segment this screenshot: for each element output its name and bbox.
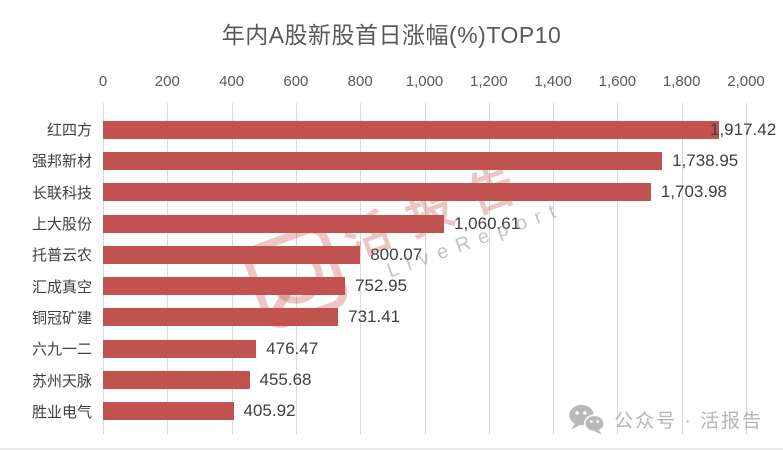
category-label: 长联科技: [31, 184, 92, 202]
x-tick-label: 0: [98, 73, 108, 90]
x-tick-label: 800: [347, 73, 373, 90]
bar-row: 上大股份 1,060.61: [0, 208, 783, 239]
value-label: 1,060.61: [453, 213, 521, 233]
value-label: 1,738.95: [672, 150, 739, 170]
category-label: 红四方: [46, 122, 92, 140]
bar-track: 800.07: [103, 239, 746, 270]
bar: [103, 277, 346, 296]
bar-row: 六九一二 476.47: [0, 333, 783, 364]
bar-track: 1,703.98: [103, 177, 746, 208]
bar-row: 铜冠矿建 731.41: [0, 302, 783, 333]
plot-area: 红四方 1,917.42 强邦新材 1,738.95 长联科技 1,703.98 上大股份 1…: [0, 103, 783, 434]
gridline: [295, 103, 297, 434]
bar: [103, 120, 720, 139]
value-label: 455.68: [259, 370, 312, 390]
bar-row: 红四方 1,917.42: [0, 114, 783, 145]
gridline: [360, 103, 362, 434]
bar-row: 强邦新材 1,738.95: [0, 145, 783, 176]
bar-track: 1,738.95: [103, 145, 746, 176]
category-label: 上大股份: [31, 216, 92, 234]
grid-layer: [103, 103, 747, 434]
bar: [103, 308, 339, 327]
bar-track: 405.92: [103, 396, 746, 427]
category-label: 汇成真空: [31, 278, 92, 296]
bar-track: 1,060.61: [103, 208, 746, 239]
x-tick-label: 1,000: [405, 73, 444, 90]
gridline: [488, 103, 490, 434]
value-label: 1,917.42: [710, 119, 777, 139]
bar: [103, 339, 257, 358]
category-label: 胜业电气: [31, 403, 92, 421]
gridline: [617, 103, 619, 434]
value-label: 752.95: [355, 276, 408, 296]
value-label: 800.07: [370, 244, 423, 264]
value-label: 731.41: [348, 307, 401, 327]
x-tick-label: 1,400: [534, 73, 572, 90]
bar: [103, 151, 663, 170]
x-tick-label: 1,600: [598, 73, 637, 90]
category-label: 托普云农: [31, 247, 92, 265]
bar-row: 长联科技 1,703.98: [0, 177, 783, 208]
x-tick-label: 200: [154, 73, 180, 90]
value-label: 476.47: [266, 338, 319, 358]
x-axis: 0 200 400 600 800 1,000 1,200 1,400 1,600 1,800 2,…: [99, 73, 765, 95]
x-tick-label: 2,000: [727, 73, 765, 90]
gridline: [553, 103, 555, 434]
bar-row: 汇成真空 752.95: [0, 270, 783, 301]
gridline: [167, 103, 169, 434]
gridline: [103, 103, 104, 434]
bar: [103, 371, 250, 390]
value-label: 1,703.98: [660, 182, 728, 202]
bar-rows: 红四方 1,917.42 强邦新材 1,738.95 长联科技 1,703.98 上大股份 1…: [0, 114, 783, 427]
bar-track: 1,917.42: [103, 114, 776, 145]
gridline: [681, 103, 683, 434]
bar-track: 731.41: [103, 302, 746, 333]
category-label: 六九一二: [31, 341, 92, 359]
category-label: 苏州天脉: [31, 372, 92, 390]
value-label: 405.92: [243, 401, 296, 421]
x-tick-label: 400: [219, 73, 245, 90]
bar-row: 胜业电气 405.92: [0, 396, 783, 427]
x-tick-label: 600: [283, 73, 309, 90]
category-label: 强邦新材: [31, 153, 92, 171]
bar: [103, 402, 234, 421]
bar-row: 托普云农 800.07: [0, 239, 783, 270]
bar-track: 455.68: [103, 364, 746, 395]
bar-row: 苏州天脉 455.68: [0, 364, 783, 395]
gridline: [424, 103, 426, 434]
chart-title: 年内A股新股首日涨幅(%)TOP10: [221, 22, 562, 48]
bar-track: 476.47: [103, 333, 746, 364]
bar: [103, 245, 361, 264]
category-label: 铜冠矿建: [31, 309, 92, 327]
bar-track: 752.95: [103, 270, 746, 301]
wechat-icon: [569, 404, 606, 435]
bar: [103, 214, 444, 233]
x-tick-label: 1,200: [470, 73, 508, 90]
x-tick-label: 1,800: [662, 73, 701, 90]
wechat-footer: 公众号 · 活报告: [568, 404, 763, 435]
footer-account-label: 公众号 · 活报告: [614, 411, 763, 432]
bar: [103, 183, 651, 202]
gridline: [231, 103, 233, 434]
gridline: [746, 103, 747, 434]
